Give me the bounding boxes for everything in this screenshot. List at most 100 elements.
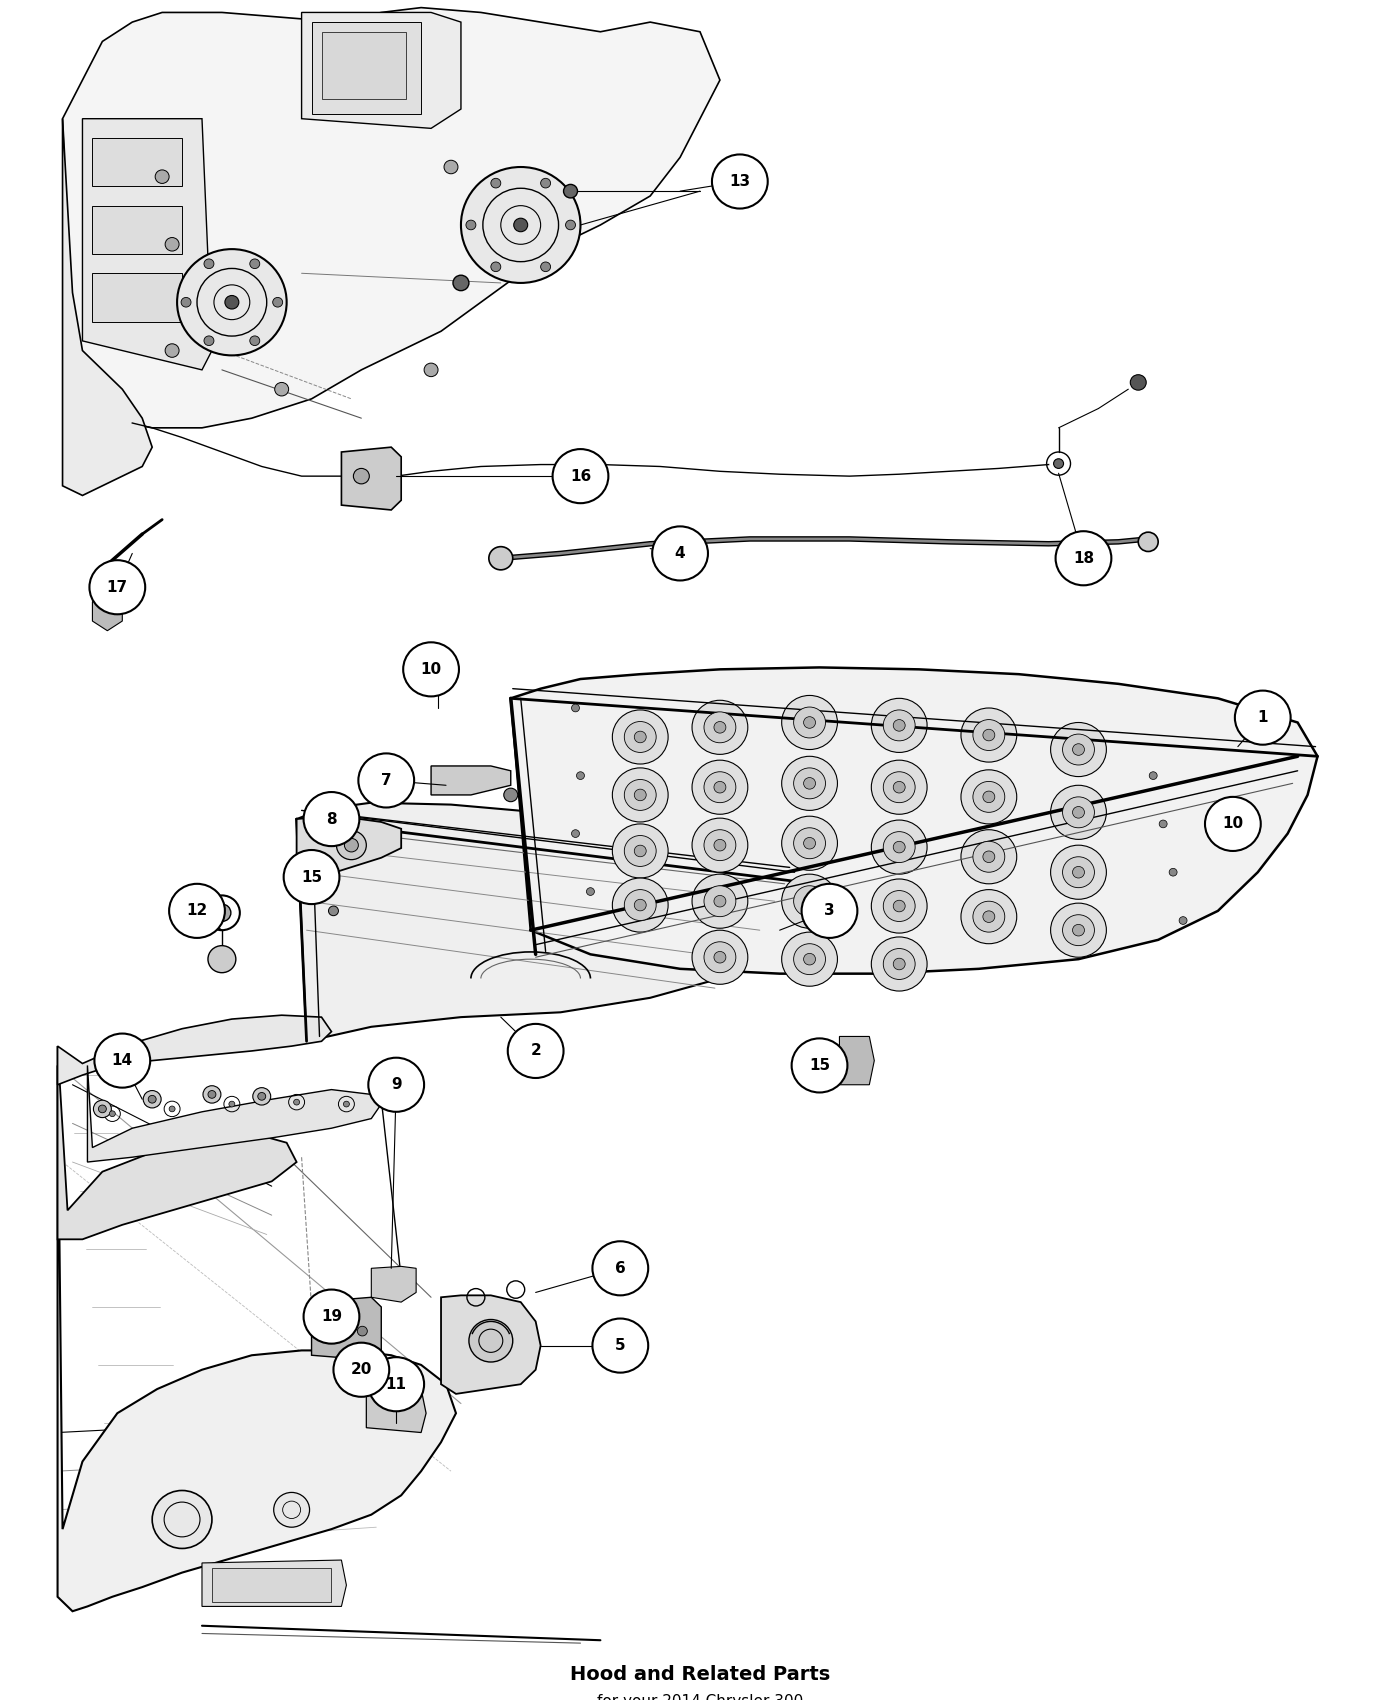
Circle shape — [577, 772, 584, 780]
Polygon shape — [342, 447, 402, 510]
Circle shape — [612, 711, 668, 763]
Circle shape — [258, 1093, 266, 1100]
Circle shape — [304, 1290, 360, 1343]
Circle shape — [634, 845, 647, 857]
Circle shape — [169, 884, 225, 938]
Circle shape — [704, 830, 736, 860]
Circle shape — [893, 782, 906, 792]
Circle shape — [1228, 819, 1243, 835]
Text: 12: 12 — [186, 903, 207, 918]
Circle shape — [225, 296, 239, 309]
Circle shape — [781, 874, 837, 928]
Polygon shape — [511, 668, 1317, 974]
Circle shape — [893, 959, 906, 969]
Text: 3: 3 — [825, 903, 834, 918]
Text: 13: 13 — [729, 173, 750, 189]
Polygon shape — [301, 12, 461, 129]
Circle shape — [491, 178, 501, 189]
Circle shape — [973, 719, 1005, 750]
Circle shape — [983, 852, 995, 862]
Polygon shape — [840, 1037, 875, 1085]
Text: for your 2014 Chrysler 300: for your 2014 Chrysler 300 — [596, 1693, 804, 1700]
Circle shape — [692, 930, 748, 984]
Polygon shape — [63, 7, 720, 428]
Circle shape — [871, 819, 927, 874]
Circle shape — [249, 337, 260, 345]
Circle shape — [612, 824, 668, 877]
Circle shape — [624, 889, 657, 920]
Text: Hood and Related Parts: Hood and Related Parts — [570, 1664, 830, 1683]
Circle shape — [571, 704, 580, 712]
Text: 15: 15 — [809, 1057, 830, 1073]
Text: 2: 2 — [531, 1044, 540, 1059]
Text: 1: 1 — [1257, 711, 1268, 726]
Polygon shape — [322, 32, 406, 99]
Circle shape — [883, 711, 916, 741]
Circle shape — [634, 789, 647, 801]
Circle shape — [504, 789, 518, 802]
Circle shape — [1056, 530, 1112, 585]
Circle shape — [634, 731, 647, 743]
Circle shape — [794, 828, 826, 858]
Circle shape — [704, 886, 736, 916]
Circle shape — [454, 275, 469, 291]
Circle shape — [804, 717, 816, 728]
Circle shape — [624, 835, 657, 867]
Circle shape — [553, 449, 609, 503]
Text: 10: 10 — [1222, 816, 1243, 831]
Circle shape — [181, 298, 190, 308]
Polygon shape — [83, 119, 211, 371]
Circle shape — [692, 760, 748, 814]
Circle shape — [564, 184, 577, 197]
Circle shape — [1159, 819, 1168, 828]
Circle shape — [704, 712, 736, 743]
Circle shape — [461, 167, 581, 282]
Circle shape — [566, 219, 575, 230]
Circle shape — [209, 1090, 216, 1098]
Text: 4: 4 — [675, 546, 686, 561]
Text: 6: 6 — [615, 1261, 626, 1275]
Circle shape — [273, 1493, 309, 1527]
Circle shape — [203, 1086, 221, 1103]
Circle shape — [508, 1023, 564, 1078]
Circle shape — [592, 1241, 648, 1295]
Circle shape — [155, 170, 169, 184]
Circle shape — [430, 670, 447, 685]
Polygon shape — [431, 767, 511, 796]
Circle shape — [213, 904, 231, 921]
Circle shape — [871, 879, 927, 933]
Circle shape — [1205, 797, 1261, 852]
Circle shape — [1063, 857, 1095, 887]
Polygon shape — [92, 206, 182, 253]
Circle shape — [960, 889, 1016, 944]
Text: 15: 15 — [301, 870, 322, 884]
Circle shape — [1169, 869, 1177, 876]
Polygon shape — [92, 138, 182, 187]
Circle shape — [540, 262, 550, 272]
Polygon shape — [297, 818, 402, 877]
Circle shape — [1063, 915, 1095, 945]
Circle shape — [444, 160, 458, 173]
Circle shape — [336, 831, 367, 860]
Circle shape — [209, 945, 235, 972]
Circle shape — [960, 707, 1016, 762]
Polygon shape — [371, 1266, 416, 1302]
Circle shape — [424, 364, 438, 377]
Circle shape — [344, 838, 358, 852]
Circle shape — [781, 756, 837, 811]
Circle shape — [169, 1107, 175, 1112]
Circle shape — [143, 1090, 161, 1108]
Circle shape — [1179, 916, 1187, 925]
Circle shape — [1063, 734, 1095, 765]
Circle shape — [871, 937, 927, 991]
Text: 9: 9 — [391, 1078, 402, 1093]
Circle shape — [1054, 459, 1064, 469]
Circle shape — [358, 753, 414, 808]
Circle shape — [94, 1034, 150, 1088]
Circle shape — [794, 944, 826, 974]
Text: 10: 10 — [420, 661, 441, 677]
Circle shape — [624, 780, 657, 811]
Circle shape — [343, 1102, 350, 1107]
Circle shape — [871, 760, 927, 814]
Polygon shape — [87, 1066, 381, 1163]
